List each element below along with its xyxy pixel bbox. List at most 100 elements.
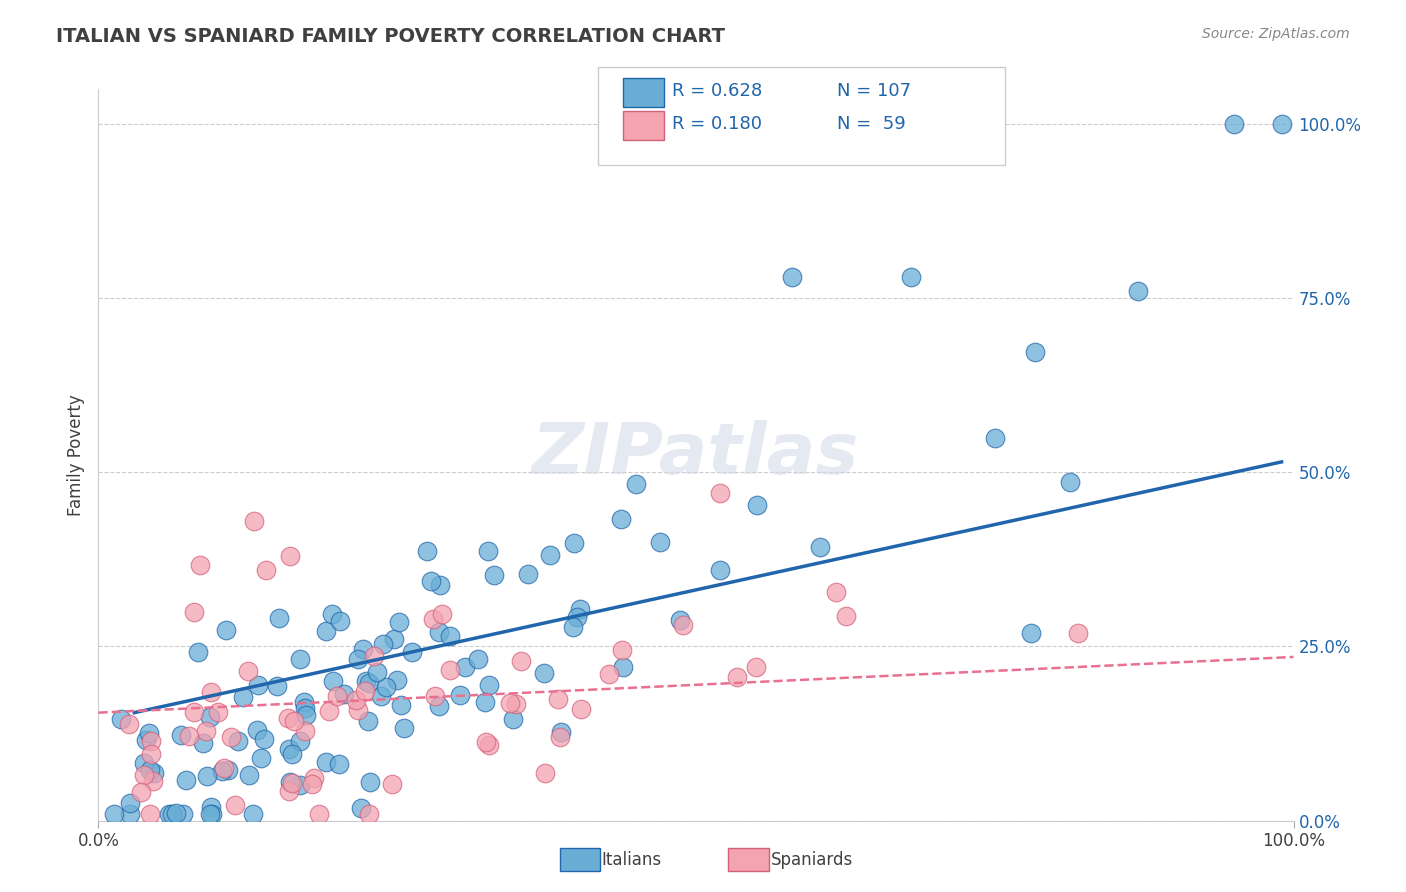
Italians	[401, 645, 423, 659]
Spaniards	[745, 660, 768, 674]
Italians	[118, 796, 141, 810]
Italians	[370, 689, 392, 703]
Italians	[900, 270, 922, 285]
Italians	[359, 775, 381, 789]
Spaniards	[598, 666, 620, 681]
Italians	[135, 733, 157, 747]
Spaniards	[548, 730, 571, 744]
Italians	[195, 768, 218, 782]
Italians	[217, 764, 239, 778]
Text: Italians: Italians	[602, 851, 662, 869]
Italians	[232, 690, 254, 704]
Italians	[984, 430, 1007, 444]
Text: ITALIAN VS SPANIARD FAMILY POVERTY CORRELATION CHART: ITALIAN VS SPANIARD FAMILY POVERTY CORRE…	[56, 27, 725, 45]
Italians	[449, 688, 471, 702]
Italians	[174, 772, 197, 787]
Spaniards	[439, 663, 461, 677]
Spaniards	[139, 747, 162, 761]
Spaniards	[281, 776, 304, 790]
Spaniards	[347, 703, 370, 717]
Italians	[354, 674, 377, 689]
Text: R = 0.180: R = 0.180	[672, 115, 762, 133]
Italians	[315, 755, 337, 769]
Italians	[1271, 117, 1294, 131]
Spaniards	[195, 724, 218, 739]
Italians	[648, 535, 672, 549]
Italians	[346, 652, 368, 666]
Italians	[191, 736, 214, 750]
Spaniards	[183, 706, 205, 720]
Italians	[610, 512, 633, 526]
Italians	[1223, 117, 1246, 131]
Italians	[103, 806, 125, 821]
Italians	[288, 734, 311, 748]
Italians	[172, 806, 194, 821]
Italians	[394, 721, 416, 735]
Spaniards	[188, 558, 211, 573]
Italians	[143, 766, 166, 780]
Italians	[517, 567, 540, 582]
Italians	[332, 687, 354, 701]
Italians	[187, 645, 209, 659]
Italians	[200, 710, 222, 724]
Spaniards	[132, 768, 155, 782]
Spaniards	[478, 738, 501, 752]
Spaniards	[318, 704, 340, 718]
Italians	[1024, 345, 1046, 359]
Spaniards	[278, 549, 301, 563]
Italians	[280, 747, 302, 761]
Italians	[467, 652, 489, 666]
Italians	[211, 764, 233, 779]
Spaniards	[294, 724, 316, 739]
Spaniards	[236, 664, 259, 678]
Text: Spaniards: Spaniards	[770, 851, 852, 869]
Italians	[200, 806, 222, 821]
Italians	[808, 540, 831, 554]
Spaniards	[302, 771, 325, 785]
Italians	[429, 577, 451, 591]
Italians	[569, 602, 592, 616]
Italians	[427, 625, 450, 640]
Spaniards	[824, 585, 846, 599]
Italians	[357, 676, 380, 690]
Italians	[1019, 625, 1042, 640]
Italians	[350, 801, 373, 815]
Spaniards	[474, 735, 496, 749]
Spaniards	[129, 784, 152, 798]
Italians	[1059, 475, 1081, 490]
Italians	[245, 723, 267, 737]
Spaniards	[277, 710, 299, 724]
Italians	[157, 806, 180, 821]
Spaniards	[498, 696, 520, 710]
Spaniards	[354, 684, 377, 698]
Text: R = 0.628: R = 0.628	[672, 82, 762, 100]
Italians	[200, 800, 222, 814]
Spaniards	[254, 563, 277, 577]
Italians	[366, 665, 388, 679]
Spaniards	[138, 806, 160, 821]
Italians	[226, 734, 249, 748]
Spaniards	[142, 774, 165, 789]
Italians	[388, 615, 411, 630]
Italians	[439, 629, 461, 643]
Italians	[561, 620, 583, 634]
Italians	[322, 673, 344, 688]
Spaniards	[672, 617, 695, 632]
Italians	[242, 806, 264, 821]
Italians	[165, 805, 187, 820]
Italians	[389, 698, 412, 712]
Italians	[162, 806, 184, 821]
Italians	[288, 778, 311, 792]
Spaniards	[510, 654, 533, 668]
Italians	[533, 665, 555, 680]
Italians	[427, 699, 450, 714]
Italians	[253, 731, 276, 746]
Italians	[385, 673, 408, 687]
Spaniards	[709, 486, 731, 500]
Italians	[626, 477, 648, 491]
Spaniards	[219, 731, 242, 745]
Italians	[328, 756, 350, 771]
Italians	[352, 642, 374, 657]
Italians	[474, 695, 496, 709]
Spaniards	[344, 693, 367, 707]
